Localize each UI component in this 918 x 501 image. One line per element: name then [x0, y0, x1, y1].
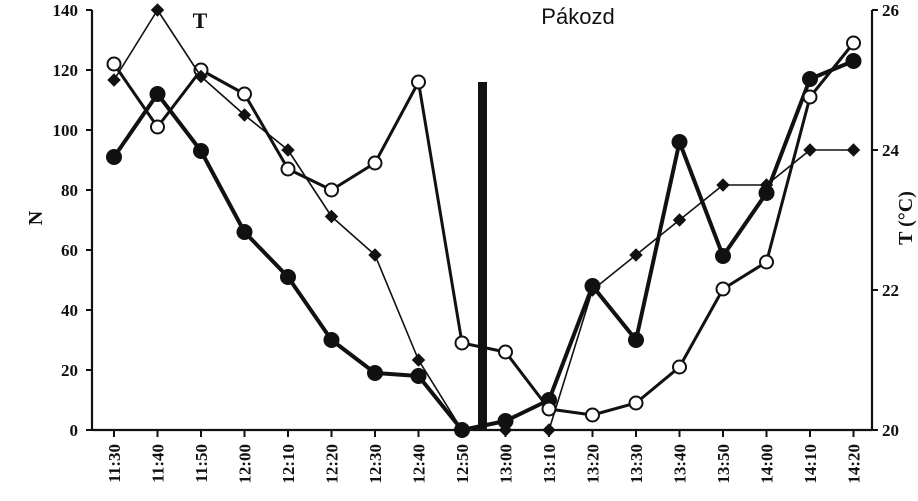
open-circle-point [106, 56, 122, 72]
x-tick-label: 13:20 [584, 444, 603, 484]
x-tick-label: 13:50 [714, 444, 733, 484]
filled-circle-point [715, 248, 731, 264]
open-circle-point [454, 335, 470, 351]
axes: 0 20 40 60 80 100 120 140 20 22 24 26 11:30 11:40 11:5… [53, 1, 900, 484]
y-left-tick-label: 120 [53, 61, 79, 80]
diamond-point [368, 248, 382, 262]
x-tick-label: 13:40 [671, 444, 690, 484]
x-tick-label: 11:30 [105, 444, 124, 483]
filled-circle-point [149, 86, 166, 102]
diamond-point [672, 213, 687, 227]
diamond-point [150, 3, 165, 17]
diamond-point [237, 108, 252, 122]
x-tick-label: 12:20 [323, 444, 342, 484]
x-tick-label: 14:10 [801, 444, 820, 484]
x-tick-label: 12:10 [279, 444, 298, 484]
x-tick-label: 13:10 [540, 444, 559, 484]
diamond-point [411, 353, 426, 367]
y-left-tick-label: 40 [61, 301, 78, 320]
y-left-tick-label: 0 [70, 421, 79, 440]
open-circle-point [585, 407, 600, 423]
filled-circle-point [845, 53, 862, 69]
y-left-tick-label: 100 [53, 121, 79, 140]
diamond-point [107, 73, 121, 87]
temperature-series-label: T [193, 8, 208, 33]
x-tick-label: 14:00 [758, 444, 777, 484]
y-axis-right-title: T (°C) [895, 191, 917, 245]
x-tick-label: 12:40 [410, 444, 429, 484]
open-circle-point [280, 161, 296, 177]
series-filled-circles [106, 53, 862, 438]
filled-circle-point [106, 149, 122, 165]
filled-circle-point [671, 134, 688, 150]
diamond-point [324, 209, 339, 224]
diamond-point [629, 248, 643, 262]
diamond-point [542, 423, 556, 437]
filled-circle-point [236, 224, 253, 240]
filled-circle-point [367, 365, 383, 381]
series-filled-circles-line [112, 59, 855, 432]
chart-title: Pákozd [541, 4, 614, 29]
series-temperature [107, 3, 861, 437]
y-right-tick-label: 26 [882, 1, 899, 20]
open-circle-point [628, 395, 644, 411]
filled-circle-point [280, 269, 296, 285]
open-circle-point [411, 74, 426, 90]
x-tick-label: 12:30 [366, 444, 385, 484]
x-tick-label: 12:00 [236, 444, 255, 484]
x-tick-label: 11:50 [192, 444, 211, 483]
open-circle-point [150, 119, 165, 135]
filled-circle-point [410, 368, 427, 384]
open-circle-point [802, 89, 818, 105]
x-tick-label: 13:30 [627, 444, 646, 484]
open-circle-point [324, 182, 339, 198]
open-circle-point [759, 254, 774, 270]
filled-circle-point [628, 332, 644, 348]
diamond-point [498, 423, 513, 437]
diamond-point [846, 143, 861, 157]
y-left-tick-label: 140 [53, 1, 79, 20]
open-circle-point [715, 281, 731, 297]
series-open-circles-line [112, 42, 855, 417]
y-right-tick-label: 24 [882, 141, 900, 160]
y-left-tick-label: 60 [61, 241, 78, 260]
diamond-point [759, 178, 774, 192]
x-tick-label: 13:00 [497, 444, 516, 484]
x-tick-label: 11:40 [149, 444, 168, 483]
filled-circle-point [323, 332, 340, 348]
series-layer [106, 3, 862, 438]
y-right-tick-label: 20 [882, 421, 899, 440]
y-left-tick-label: 80 [61, 181, 78, 200]
filled-circle-point [802, 71, 818, 87]
series-temperature-line [113, 9, 854, 431]
diamond-point [716, 178, 730, 192]
diamond-point [803, 143, 817, 157]
event-marker-bar [478, 82, 487, 430]
diamond-point [585, 283, 600, 297]
diamond-point [281, 143, 295, 157]
x-tick-label: 12:50 [453, 444, 472, 484]
filled-circle-point [193, 143, 209, 159]
x-tick-label: 14:20 [845, 444, 864, 484]
open-circle-point [367, 155, 383, 171]
series-open-circles [106, 35, 861, 423]
y-right-tick-label: 22 [882, 281, 899, 300]
open-circle-point [672, 359, 687, 375]
open-circle-point [846, 35, 861, 51]
diamond-point [455, 423, 469, 437]
open-circle-point [237, 86, 252, 102]
y-axis-left-title: N [25, 210, 47, 225]
diamond-point [194, 69, 208, 84]
open-circle-point [498, 344, 513, 360]
y-left-tick-label: 20 [61, 361, 78, 380]
